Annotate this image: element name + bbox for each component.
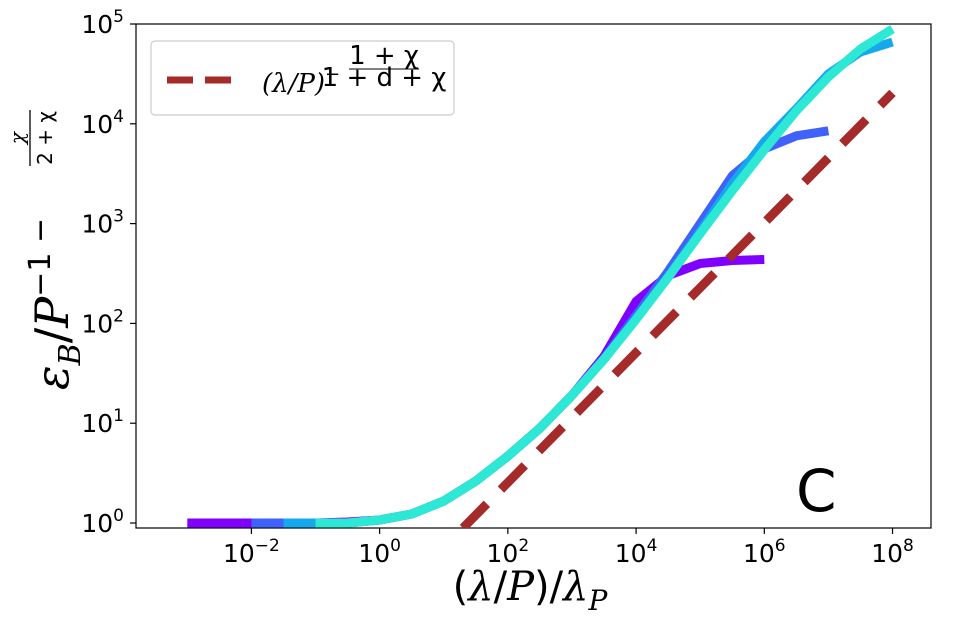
y-label-subscript: B xyxy=(53,343,88,366)
series-line-p4 xyxy=(315,25,895,528)
x-label-lambda-2: λ xyxy=(561,564,588,610)
legend-entry: (λ/P) xyxy=(262,69,325,99)
y-label-exponent-prefix: −1 − xyxy=(23,218,58,297)
legend-exp-numerator: 1 + χ xyxy=(349,41,419,71)
y-tick-label: 105 xyxy=(81,7,124,39)
x-tick-label: 102 xyxy=(487,536,530,568)
series-line-p2 xyxy=(251,126,830,528)
x-tick-label: 104 xyxy=(615,536,658,568)
legend-exp-sign: − xyxy=(325,64,340,85)
y-axis-label: εB/P−1 − χ 2 + χ xyxy=(5,110,88,390)
x-tick-label: 106 xyxy=(743,536,786,568)
x-label-lambda: λ xyxy=(466,564,493,610)
y-tick-label: 103 xyxy=(81,207,124,239)
x-label-open: ( xyxy=(453,564,469,610)
x-tick-label: 100 xyxy=(358,536,401,568)
y-label-epsilon: ε xyxy=(25,365,79,390)
reference-power-law-line xyxy=(459,89,896,528)
x-label-slash: / xyxy=(494,564,508,610)
x-label-close: )/ xyxy=(534,564,564,610)
y-label-frac-numerator: χ xyxy=(5,130,29,146)
x-axis-label: (λ/P)/λP xyxy=(453,564,609,617)
x-label-p: P xyxy=(506,564,535,610)
legend-label: (λ/P)− xyxy=(262,64,340,99)
legend-frame xyxy=(150,40,455,116)
y-tick-label: 100 xyxy=(81,506,124,538)
y-tick-label: 102 xyxy=(81,306,124,338)
y-tick-label: 101 xyxy=(81,406,124,438)
y-label-slash: / xyxy=(25,327,79,343)
svg-text:εB/P−1 −: εB/P−1 − xyxy=(23,218,88,390)
legend: (λ/P)− 1 + χ 1 + d + χ xyxy=(150,40,455,116)
y-tick-label: 104 xyxy=(81,107,124,139)
plot-area xyxy=(135,23,932,529)
y-label-frac-denominator: 2 + χ xyxy=(33,111,57,165)
y-label-p: P xyxy=(25,296,79,329)
x-label-subscript: P xyxy=(587,584,608,617)
legend-exp-denominator: 1 + d + χ xyxy=(322,63,447,93)
x-tick-label: 108 xyxy=(871,536,914,568)
x-tick-label: 10−2 xyxy=(223,536,280,568)
panel-label: C xyxy=(796,457,837,525)
